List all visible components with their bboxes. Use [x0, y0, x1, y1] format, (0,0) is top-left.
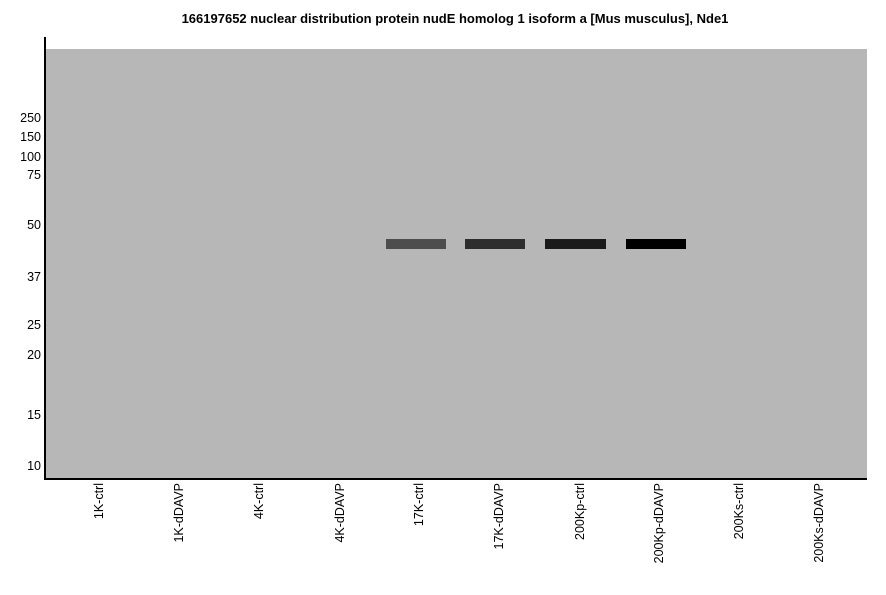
x-axis-line: [44, 478, 867, 480]
lane-label: 4K-ctrl: [252, 483, 266, 520]
mw-marker-label: 20: [27, 348, 41, 362]
protein-band: [545, 239, 606, 249]
lane-label: 17K-ctrl: [412, 483, 426, 527]
lane-label: 4K-dDAVP: [333, 483, 347, 543]
mw-marker-label: 150: [20, 130, 41, 144]
mw-marker-label: 15: [27, 408, 41, 422]
lane-label: 1K-ctrl: [92, 483, 106, 520]
protein-band: [626, 239, 686, 249]
y-axis-line: [44, 37, 46, 480]
mw-marker-label: 75: [27, 168, 41, 182]
lane-label: 200Ks-ctrl: [732, 483, 746, 540]
protein-band: [386, 239, 446, 249]
mw-marker-label: 37: [27, 270, 41, 284]
lane-label: 1K-dDAVP: [172, 483, 186, 543]
mw-marker-label: 10: [27, 459, 41, 473]
mw-marker-label: 25: [27, 318, 41, 332]
mw-marker-label: 50: [27, 218, 41, 232]
protein-band: [465, 239, 525, 249]
chart-title: 166197652 nuclear distribution protein n…: [181, 11, 729, 26]
gel-plot-area: [46, 49, 867, 478]
lane-label: 200Kp-dDAVP: [652, 483, 666, 564]
mw-marker-label: 250: [20, 111, 41, 125]
mw-marker-label: 100: [20, 150, 41, 164]
lane-label: 200Kp-ctrl: [573, 483, 587, 540]
lane-label: 17K-dDAVP: [492, 483, 506, 550]
lane-label: 200Ks-dDAVP: [812, 483, 826, 563]
